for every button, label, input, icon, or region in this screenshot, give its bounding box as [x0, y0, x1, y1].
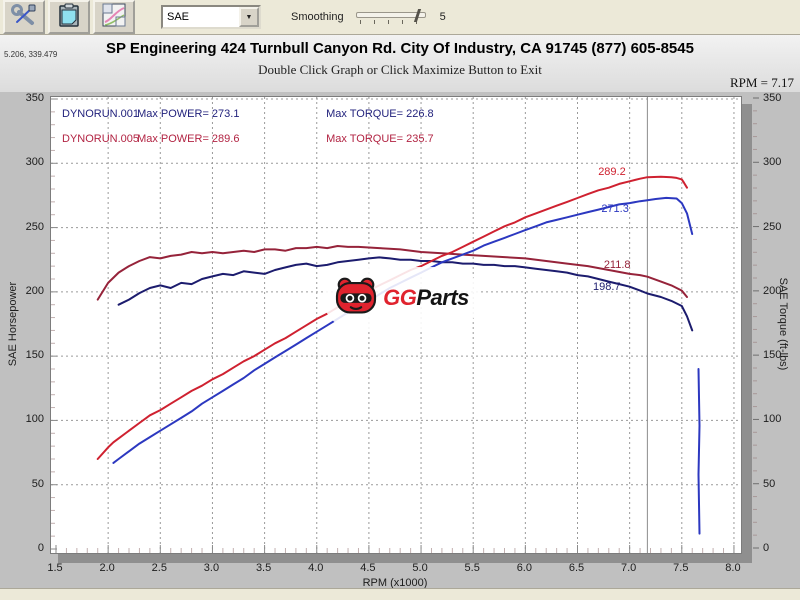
- ggparts-watermark: GGParts: [323, 267, 481, 329]
- x-tick-label: 5.5: [464, 562, 480, 574]
- correction-dropdown-value: SAE: [167, 11, 190, 23]
- series-dynorun-001-sae-power: [112, 196, 694, 464]
- correction-dropdown[interactable]: SAE ▼: [161, 5, 261, 29]
- y-tick-label-left: 0: [37, 542, 44, 554]
- legend-run-1-power: Max POWER= 273.1: [137, 108, 240, 120]
- smoothing-label: Smoothing: [291, 11, 344, 23]
- watermark-brand-red: GG: [383, 285, 417, 310]
- series-dynorun-005-sae-torque: [96, 245, 688, 301]
- left-axis-title: SAE Horsepower: [7, 281, 19, 367]
- legend-run-2: DYNORUN.005 Max POWER= 289.6 Max TORQUE=…: [62, 133, 434, 145]
- x-tick-label: 5.0: [412, 562, 428, 574]
- bottom-panel-strip: [0, 588, 800, 600]
- curve-value-label: 211.8: [603, 259, 631, 272]
- x-tick-label: 3.5: [255, 562, 272, 574]
- chevron-down-icon[interactable]: ▼: [239, 7, 259, 27]
- slider-tick: [415, 20, 417, 24]
- series-dynorun-001-sae-torque: [117, 256, 694, 332]
- legend-run-1-file: DYNORUN.001: [62, 108, 140, 120]
- graph-button[interactable]: [93, 0, 135, 34]
- y-tick-label-right: 0: [763, 542, 770, 554]
- legend-run-2-torque: Max TORQUE= 235.7: [326, 133, 434, 145]
- x-axis-title: RPM (x1000): [362, 577, 428, 589]
- smoothing-slider[interactable]: [355, 8, 426, 26]
- y-tick-label-left: 300: [25, 156, 44, 169]
- graph-header: 5.206, 339.479 SP Engineering 424 Turnbu…: [0, 35, 800, 93]
- x-tick-label: 4.0: [308, 562, 324, 574]
- clipboard-icon: [58, 3, 80, 32]
- y-tick-label-right: 300: [763, 156, 782, 169]
- chart-region: DYNORUN.001 Max POWER= 273.1 Max TORQUE=…: [0, 92, 800, 600]
- toolbar: SAE ▼ Smoothing 5: [0, 0, 800, 35]
- slider-tick: [359, 20, 361, 24]
- slider-tick: [373, 20, 375, 24]
- watermark-brand-black: Parts: [416, 285, 469, 310]
- slider-tick: [401, 20, 403, 24]
- y-tick-label-left: 50: [31, 477, 44, 490]
- x-tick-label: 7.5: [673, 562, 689, 574]
- x-tick-label: 1.5: [47, 562, 63, 574]
- smoothing-value: 5: [439, 11, 446, 23]
- slider-tick: [387, 20, 389, 24]
- series-dynorun-001-data-dropout: [697, 368, 701, 535]
- x-tick-label: 2.5: [151, 562, 167, 574]
- y-tick-label-left: 100: [25, 413, 44, 426]
- x-tick-label: 8.0: [725, 562, 741, 574]
- legend-run-2-power: Max POWER= 289.6: [137, 133, 240, 145]
- x-tick-label: 6.0: [516, 562, 532, 574]
- x-tick-label: 6.5: [568, 562, 585, 574]
- curve-value-label: 289.2: [598, 165, 626, 178]
- y-tick-label-right: 200: [763, 284, 782, 297]
- x-tick-label: 2.0: [99, 562, 115, 574]
- legend-run-1: DYNORUN.001 Max POWER= 273.1 Max TORQUE=…: [62, 108, 434, 120]
- curve-value-label: 198.7: [592, 281, 621, 294]
- y-tick-label-left: 150: [25, 349, 44, 362]
- legend-run-2-file: DYNORUN.005: [62, 133, 140, 145]
- rpm-readout: RPM = 7.17: [729, 75, 794, 90]
- y-tick-label-right: 250: [763, 220, 782, 233]
- y-tick-label-right: 100: [763, 413, 782, 426]
- plot-shadow-bottom: [58, 553, 752, 563]
- ggparts-bear-icon: [335, 277, 377, 320]
- y-tick-label-left: 200: [25, 284, 44, 297]
- slider-track: [355, 12, 426, 18]
- clipboard-button[interactable]: [48, 0, 90, 34]
- x-tick-label: 3.0: [203, 562, 220, 574]
- tools-icon: [11, 3, 37, 31]
- y-tick-label-left: 250: [25, 220, 44, 233]
- x-tick-label: 4.5: [360, 562, 376, 574]
- right-axis-ticks: [753, 97, 759, 549]
- cursor-coordinates: 5.206, 339.479: [4, 50, 58, 59]
- right-axis-title: SAE Torque (ft-lbs): [777, 277, 789, 371]
- y-tick-label-right: 50: [763, 477, 776, 490]
- curve-value-label: 271.3: [601, 202, 629, 215]
- exit-hint: Double Click Graph or Click Maximize But…: [258, 62, 542, 77]
- legend-run-1-torque: Max TORQUE= 226.8: [326, 108, 434, 120]
- tools-button[interactable]: [3, 0, 45, 34]
- graph-report-icon: [102, 3, 126, 32]
- y-tick-label-right: 350: [763, 92, 782, 104]
- y-tick-label-left: 350: [25, 92, 44, 104]
- shop-title: SP Engineering 424 Turnbull Canyon Rd. C…: [106, 40, 694, 57]
- plot-shadow-right: [742, 104, 752, 560]
- y-tick-label-right: 150: [763, 349, 782, 362]
- x-tick-label: 7.0: [620, 562, 637, 574]
